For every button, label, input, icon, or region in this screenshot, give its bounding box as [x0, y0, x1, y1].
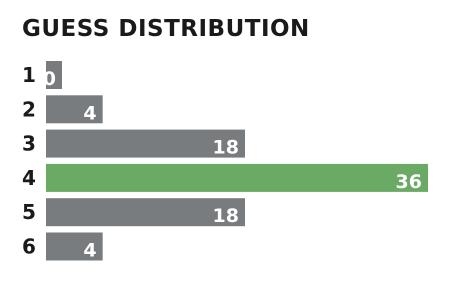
category-label: 5: [22, 200, 36, 224]
value-label: 18: [213, 205, 239, 227]
value-label: 18: [213, 137, 239, 159]
bar: [46, 198, 245, 227]
value-label: 0: [43, 68, 56, 90]
bar: [46, 129, 245, 158]
value-label: 4: [83, 240, 96, 262]
category-label: 6: [22, 235, 36, 259]
bar: [46, 232, 103, 261]
value-label: 4: [83, 102, 96, 124]
bar: [46, 163, 428, 192]
category-label: 2: [22, 97, 36, 121]
category-label: 3: [22, 132, 36, 156]
chart-title: GUESS DISTRIBUTION: [22, 16, 310, 42]
bar: [46, 61, 62, 89]
value-label: 36: [396, 171, 422, 193]
category-label: 4: [22, 166, 36, 190]
category-label: 1: [22, 63, 36, 87]
bar: [46, 95, 103, 124]
